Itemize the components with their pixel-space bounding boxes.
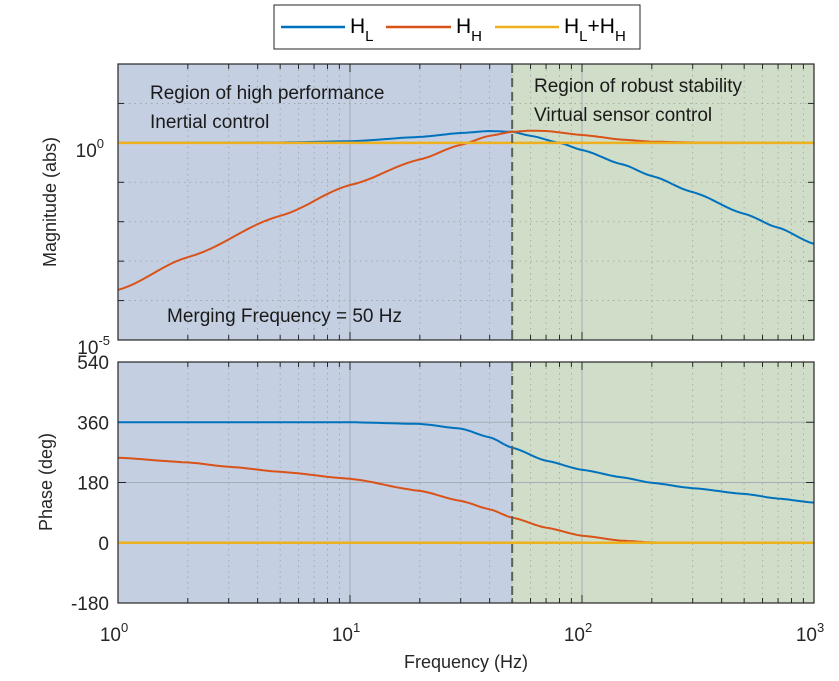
frequency-xtick-labels: 100 101 102 103 — [100, 620, 824, 646]
magnitude-ylabel: Magnitude (abs) — [40, 137, 60, 267]
region-annotation: Inertial control — [150, 112, 269, 133]
frequency-xtick-label: 101 — [332, 620, 360, 646]
phase-ytick-label: 180 — [77, 474, 109, 495]
curve-h-l — [118, 421, 815, 504]
legend: HL HH HL+HH — [273, 4, 641, 50]
legend-label-sum: HL+HH — [564, 15, 626, 45]
magnitude-panel: Region of high performance Inertial contr… — [117, 63, 815, 341]
frequency-xtick-label: 102 — [564, 620, 592, 646]
phase-ytick-label: 360 — [77, 413, 109, 434]
phase-ytick-label: -180 — [71, 594, 109, 615]
phase-ytick-labels: -180 0 180 360 540 — [71, 353, 109, 615]
mag-ytick-label: 10-5 — [77, 333, 110, 359]
region-annotation: Region of robust stability — [534, 76, 743, 97]
region-annotation: Merging Frequency = 50 Hz — [167, 306, 402, 327]
region-robust-stability — [512, 64, 814, 340]
phase-ytick-label: 0 — [98, 534, 109, 555]
phase-ytick-label: 540 — [77, 353, 109, 374]
legend-label-hl: HL — [350, 15, 374, 45]
mag-ytick-label: 100 — [76, 136, 104, 162]
phase-ylabel: Phase (deg) — [36, 433, 56, 531]
region-annotation: Region of high performance — [150, 83, 384, 104]
region-annotation: Virtual sensor control — [534, 105, 712, 126]
axes-frame — [117, 361, 815, 604]
legend-label-hh: HH — [456, 15, 482, 45]
phase-panel — [117, 361, 815, 604]
curve-h-l — [118, 129, 815, 245]
region-high-performance — [118, 64, 513, 340]
frequency-xtick-label: 103 — [796, 620, 824, 646]
axes-frame — [117, 63, 815, 341]
frequency-xtick-label: 100 — [100, 620, 128, 646]
frequency-xlabel: Frequency (Hz) — [404, 652, 528, 672]
